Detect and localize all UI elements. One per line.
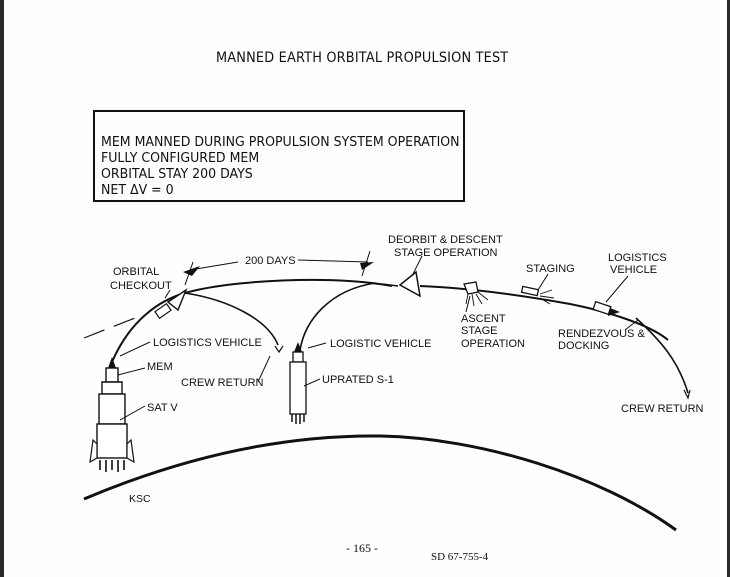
leader-logistics-left xyxy=(119,341,151,357)
document-id: SD 67-755-4 xyxy=(431,551,489,563)
crew-return-right-capsule xyxy=(683,389,691,400)
ascent-stage-vehicle xyxy=(463,281,489,307)
label-ascent-2: STAGE xyxy=(461,325,497,337)
crew-return-left-arc xyxy=(184,292,279,346)
leader-logistic-vehicle xyxy=(307,342,327,349)
label-ksc: KSC xyxy=(129,493,151,505)
days-tick-right xyxy=(361,250,371,277)
label-logistics-vehicle-left: LOGISTICS VEHICLE xyxy=(153,337,262,349)
page-title: MANNED EARTH ORBITAL PROPULSION TEST xyxy=(216,50,509,66)
days-arrow-right xyxy=(360,262,374,270)
label-logistics-vehicle-2: VEHICLE xyxy=(610,264,657,276)
leader-ascent xyxy=(465,295,471,313)
orbital-checkout-spacecraft xyxy=(154,288,188,320)
mission-line-2: FULLY CONFIGURED MEM xyxy=(101,150,260,166)
mission-line-3: ORBITAL STAY 200 DAYS xyxy=(101,166,253,182)
label-ascent-3: OPERATION xyxy=(461,338,525,350)
uprated-s1-rocket xyxy=(289,342,307,424)
label-rendezvous-2: DOCKING xyxy=(558,340,609,352)
leader-crew-return-left xyxy=(257,355,271,383)
leader-sat-v xyxy=(119,405,146,421)
label-200-days: 200 DAYS xyxy=(245,255,296,267)
crew-return-right-arc xyxy=(635,317,689,394)
label-deorbit-2: STAGE OPERATION xyxy=(394,247,498,259)
logistics-vehicle-right xyxy=(592,300,620,316)
leader-mem xyxy=(117,367,146,376)
leader-logistics-vehicle-right xyxy=(605,275,629,303)
label-sat-v: SAT V xyxy=(147,402,178,414)
mission-line-1: MEM MANNED DURING PROPULSION SYSTEM OPER… xyxy=(101,134,460,150)
leader-uprated-s1 xyxy=(303,378,321,387)
label-crew-return-right: CREW RETURN xyxy=(621,403,704,415)
label-orbital-checkout-1: ORBITAL xyxy=(113,266,159,278)
saturn-v-rocket xyxy=(89,357,135,472)
label-ascent-1: ASCENT xyxy=(461,313,506,325)
days-tick-left xyxy=(184,261,194,286)
logistic-vehicle-ascent xyxy=(299,282,376,351)
mission-summary-box: MEM MANNED DURING PROPULSION SYSTEM OPER… xyxy=(93,110,465,202)
days-dim-left xyxy=(189,261,239,271)
ascent-dashed-line xyxy=(83,315,141,339)
label-logistics-vehicle-1: LOGISTICS xyxy=(608,252,667,264)
leader-rendezvous xyxy=(624,319,639,331)
label-crew-return-left: CREW RETURN xyxy=(181,377,264,389)
crew-return-left-capsule xyxy=(274,345,284,354)
page-number: - 165 - xyxy=(346,541,378,555)
orbit-trajectory xyxy=(111,278,393,363)
leader-orbital-checkout xyxy=(164,289,171,299)
label-logistic-vehicle-mid: LOGISTIC VEHICLE xyxy=(330,338,431,350)
label-orbital-checkout-2: CHECKOUT xyxy=(110,280,172,292)
leader-staging xyxy=(537,273,549,291)
mission-line-4: NET ΔV = 0 xyxy=(101,182,174,198)
days-dim-right xyxy=(297,259,369,263)
earth-horizon xyxy=(83,434,677,532)
label-mem: MEM xyxy=(147,361,173,373)
label-uprated-s1: UPRATED S-1 xyxy=(322,374,394,386)
label-rendezvous-1: RENDEZVOUS & xyxy=(558,328,645,340)
leader-deorbit xyxy=(411,255,423,277)
days-arrow-left xyxy=(183,266,200,276)
staging-vehicle xyxy=(520,285,555,305)
label-staging: STAGING xyxy=(526,263,575,275)
label-deorbit-1: DEORBIT & DESCENT xyxy=(388,234,503,246)
deorbit-capsule xyxy=(381,270,421,298)
